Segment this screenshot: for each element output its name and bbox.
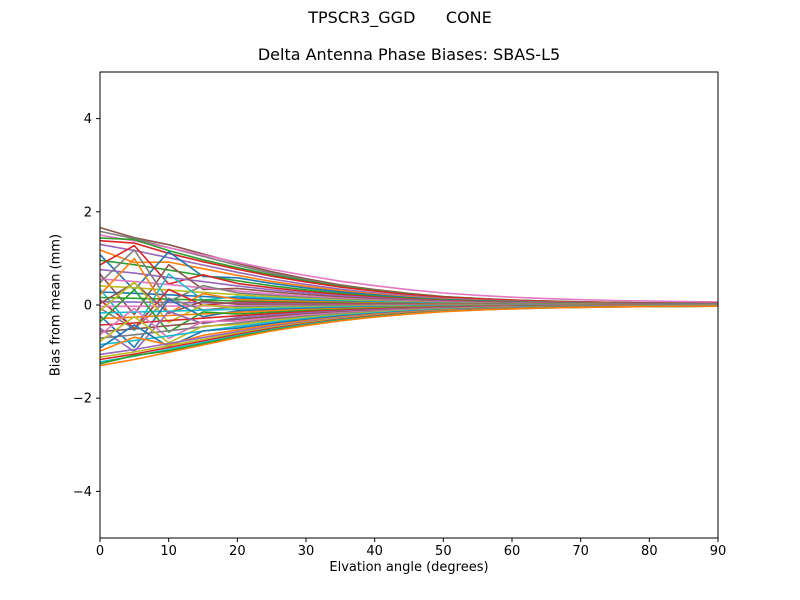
- y-tick-label: −4: [73, 485, 92, 500]
- x-tick-label: 30: [298, 544, 315, 559]
- x-tick-label: 50: [435, 544, 452, 559]
- y-tick-label: −2: [73, 392, 92, 407]
- series-line-04: [99, 237, 719, 305]
- figure-title: TPSCR3_GGD CONE: [308, 8, 492, 27]
- x-tick-label: 40: [366, 544, 383, 559]
- y-axis-label: Bias from mean (mm): [48, 233, 64, 377]
- axes-title: Delta Antenna Phase Biases: SBAS-L5: [257, 45, 561, 64]
- x-tick-label: 90: [710, 544, 727, 559]
- x-axis-label: Elvation angle (degrees): [329, 560, 489, 575]
- y-tick-label: 2: [84, 205, 92, 220]
- y-tick-label: 0: [84, 299, 92, 314]
- series-line-05: [99, 239, 719, 305]
- x-tick-label: 0: [96, 544, 104, 559]
- x-tick-label: 60: [504, 544, 521, 559]
- series-line-44: [99, 305, 719, 367]
- x-tick-label: 20: [229, 544, 246, 559]
- x-tick-label: 70: [572, 544, 589, 559]
- y-tick-label: 4: [84, 112, 92, 127]
- x-tick-label: 10: [160, 544, 177, 559]
- x-tick-label: 80: [641, 544, 658, 559]
- series-line-03: [99, 234, 719, 303]
